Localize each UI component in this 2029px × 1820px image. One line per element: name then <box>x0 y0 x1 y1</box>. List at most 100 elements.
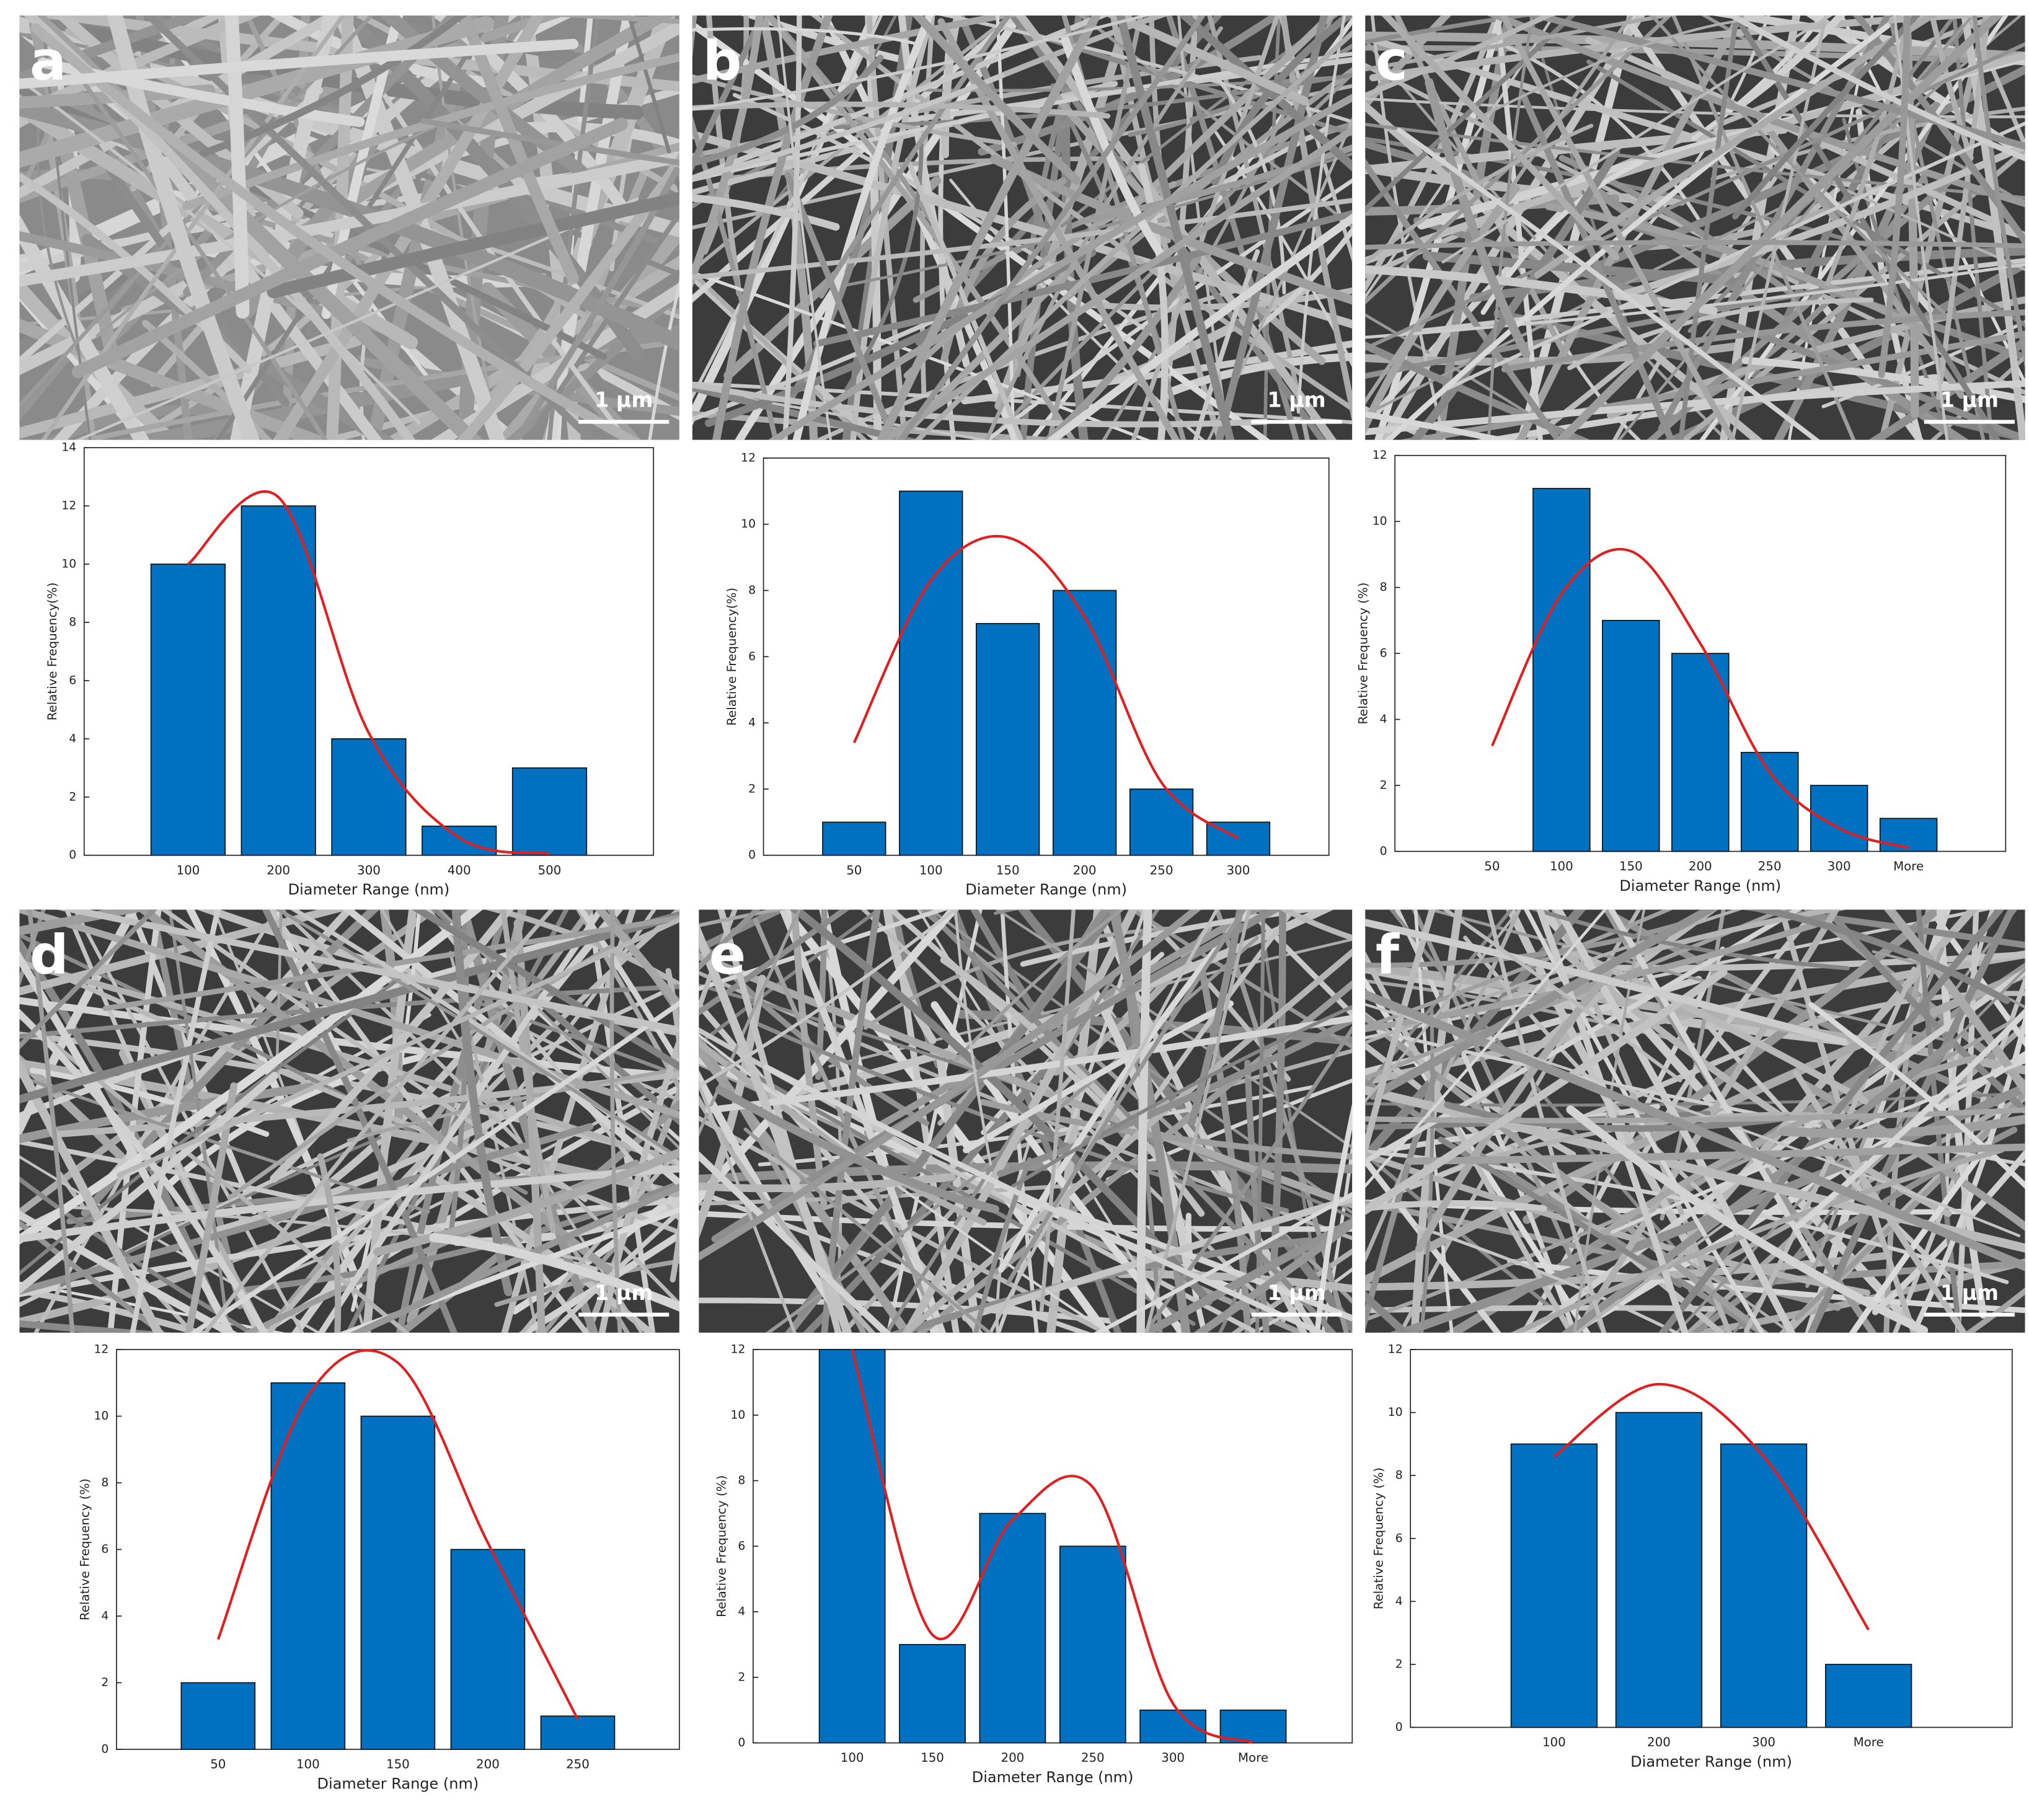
fiber <box>130 909 221 1333</box>
fit-curve <box>1553 1382 1870 1631</box>
sem-image <box>699 909 1353 1333</box>
x-tick-label: 200 <box>1689 859 1712 873</box>
fiber <box>578 909 679 1070</box>
x-tick-label: 250 <box>566 1757 590 1772</box>
y-tick-label: 0 <box>1395 1721 1403 1734</box>
fiber <box>897 15 1206 440</box>
y-tick-label: 4 <box>748 717 756 730</box>
fiber <box>918 909 1353 1304</box>
fiber <box>743 1127 992 1333</box>
fiber <box>1263 15 1281 440</box>
sem-texture <box>19 909 679 1333</box>
fiber <box>136 909 613 1274</box>
fiber <box>1365 920 1689 968</box>
fiber <box>699 909 802 1138</box>
fiber <box>182 53 679 211</box>
fiber <box>1207 117 1353 440</box>
fiber <box>937 18 1180 440</box>
fiber <box>1868 336 2025 440</box>
y-tick-label: 8 <box>1380 581 1387 594</box>
fit-curve <box>1491 547 1909 850</box>
fiber <box>1561 945 1869 1105</box>
fiber <box>1365 1200 1547 1212</box>
fiber <box>1193 1218 1353 1333</box>
fiber <box>1365 15 1576 213</box>
fiber <box>1365 411 1516 440</box>
fiber <box>1888 15 1986 440</box>
fiber <box>19 959 679 1167</box>
fiber <box>791 909 828 1208</box>
bar <box>899 490 963 856</box>
fiber <box>262 909 595 1333</box>
fiber <box>1061 35 1165 259</box>
y-axis-label: Relative Frequency(%) <box>45 583 60 721</box>
fiber <box>19 214 150 440</box>
panel-label: b <box>702 29 741 92</box>
fiber <box>1442 909 1682 1082</box>
x-tick-label: 500 <box>538 863 562 877</box>
y-tick-label: 10 <box>61 558 76 571</box>
fiber <box>102 915 679 1012</box>
scale-bar-label: 1 µm <box>1267 1281 1325 1305</box>
y-tick-label: 4 <box>1380 713 1387 726</box>
fiber <box>1365 909 1607 1188</box>
fiber <box>717 909 842 1333</box>
y-tick-label: 0 <box>738 1736 745 1749</box>
y-tick-label: 14 <box>61 441 76 454</box>
x-tick-label: 200 <box>267 863 290 877</box>
fiber <box>1720 15 1801 440</box>
fiber <box>1365 100 1763 440</box>
fiber <box>1365 969 2025 1286</box>
bar <box>150 563 226 856</box>
fiber <box>19 1074 430 1214</box>
fiber <box>735 15 1025 440</box>
fiber <box>19 15 494 168</box>
fiber <box>699 1038 987 1226</box>
y-tick-label: 2 <box>748 782 756 795</box>
fiber <box>699 1041 913 1333</box>
y-tick-label: 12 <box>94 1343 108 1356</box>
fiber <box>1128 909 1353 1049</box>
x-tick-label: 300 <box>1161 1751 1185 1765</box>
x-tick-label: 200 <box>1647 1735 1671 1749</box>
fiber <box>1793 1008 2025 1231</box>
fiber <box>317 1153 342 1333</box>
fiber <box>438 909 679 1150</box>
scale-bar-label: 1 µm <box>595 1281 653 1305</box>
fiber <box>1972 15 2025 369</box>
fiber <box>1365 240 2025 250</box>
fiber <box>692 130 1353 329</box>
fiber <box>19 972 408 1276</box>
fit-curve <box>851 1349 1254 1744</box>
bar <box>1615 1411 1703 1728</box>
scale-bar-label: 1 µm <box>1940 1281 1999 1305</box>
fiber <box>76 71 328 440</box>
fiber <box>767 94 1353 440</box>
fiber <box>692 384 921 440</box>
fiber <box>699 1033 1111 1333</box>
fiber <box>1415 969 1613 1253</box>
fiber <box>1961 15 2025 440</box>
scale-bar-label: 1 µm <box>595 388 653 412</box>
panel-label: f <box>1376 924 1400 987</box>
y-tick-label: 0 <box>69 849 76 862</box>
fiber <box>290 909 679 1167</box>
fiber <box>1381 15 1620 261</box>
fiber <box>240 1180 679 1293</box>
fiber <box>905 157 1023 440</box>
y-tick-label: 2 <box>1380 779 1387 792</box>
fiber <box>996 909 1147 1333</box>
scale-bar-label: 1 µm <box>1940 388 1999 412</box>
x-tick-label: 50 <box>210 1757 226 1772</box>
fiber <box>1365 950 2025 1086</box>
fiber <box>1619 141 2025 298</box>
y-tick-label: 10 <box>1373 515 1387 528</box>
fiber <box>792 15 934 440</box>
y-tick-label: 12 <box>61 500 76 513</box>
fiber <box>822 1048 1353 1211</box>
x-tick-label: 100 <box>1550 859 1573 873</box>
fiber <box>1365 989 2025 1271</box>
y-tick-label: 0 <box>1380 845 1387 858</box>
fiber <box>107 15 260 440</box>
fiber <box>1270 909 1286 1262</box>
